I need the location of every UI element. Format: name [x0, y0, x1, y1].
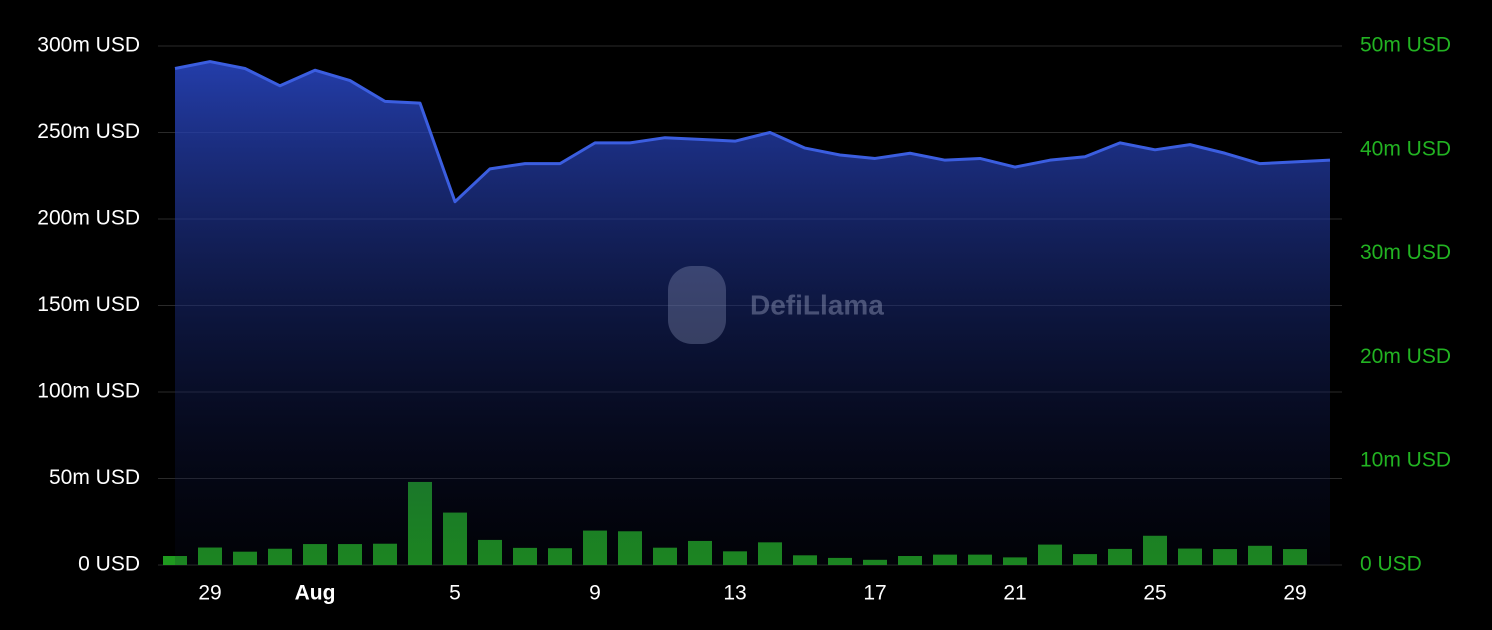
y2-tick-label: 10m USD — [1360, 449, 1451, 472]
x-tick-label: 13 — [723, 582, 746, 605]
watermark-text: DefiLlama — [750, 289, 884, 320]
line — [174, 60, 1331, 204]
x-tick-label: 29 — [1283, 582, 1306, 605]
x-tick-label: Aug — [295, 582, 336, 605]
area — [175, 61, 1330, 565]
x-tick-label: 21 — [1003, 582, 1026, 605]
x-tick-label: 29 — [198, 582, 221, 605]
labels: 0 USD 50m USD 100m USD 150m USD 200m USD 250m… — [37, 34, 1451, 605]
watermark-logo — [668, 266, 726, 344]
x-tick-label: 25 — [1143, 582, 1166, 605]
y-tick-label: 0 USD — [78, 553, 140, 576]
y2-tick-label: 30m USD — [1360, 241, 1451, 264]
y-tick-label: 50m USD — [49, 466, 140, 489]
y2-tick-label: 20m USD — [1360, 345, 1451, 368]
x-tick-label: 5 — [449, 582, 461, 605]
area-layer — [174, 60, 1331, 565]
y2-tick-label: 50m USD — [1360, 34, 1451, 57]
y-tick-label: 200m USD — [37, 207, 140, 230]
watermark: DefiLlama — [668, 266, 884, 344]
y-tick-label: 150m USD — [37, 293, 140, 316]
x-tick-label: 17 — [863, 582, 886, 605]
y2-tick-label: 40m USD — [1360, 137, 1451, 160]
y-tick-label: 100m USD — [37, 380, 140, 403]
y-tick-label: 300m USD — [37, 34, 140, 57]
x-tick-label: 9 — [589, 582, 601, 605]
y2-tick-label: 0 USD — [1360, 553, 1422, 576]
y-tick-label: 250m USD — [37, 120, 140, 143]
